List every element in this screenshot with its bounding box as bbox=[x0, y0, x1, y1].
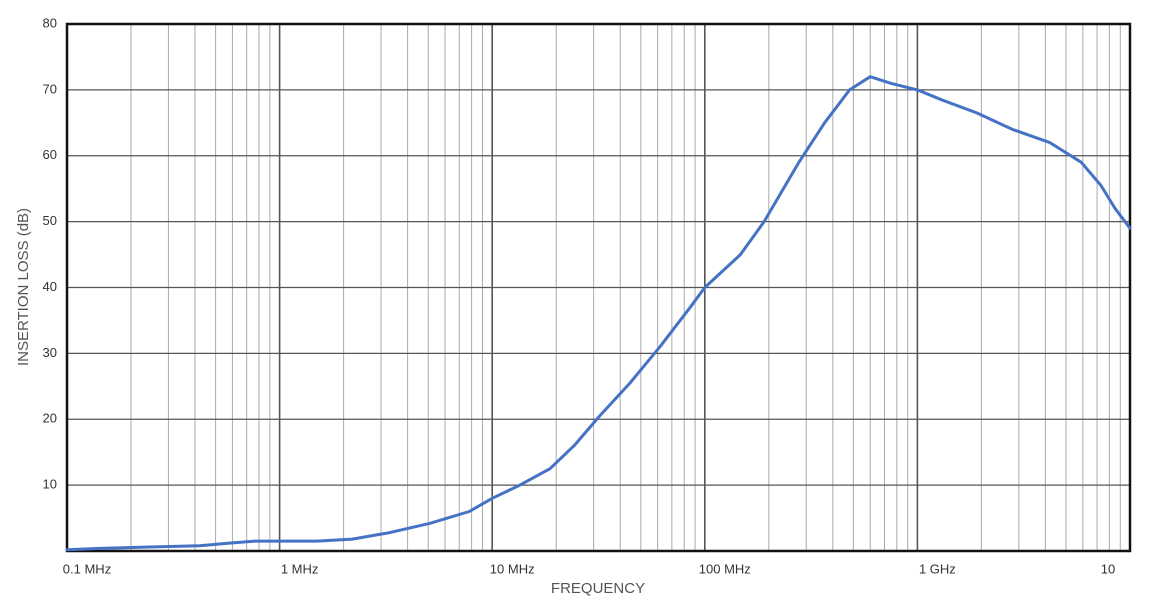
x-tick-label: 0.1 MHz bbox=[63, 561, 111, 576]
x-tick-label: 10 MHz bbox=[490, 561, 535, 576]
y-axis-title: INSERTION LOSS (dB) bbox=[15, 208, 32, 366]
y-tick-label: 20 bbox=[43, 411, 57, 426]
y-tick-label: 30 bbox=[43, 345, 57, 360]
x-tick-label: 10 bbox=[1101, 561, 1115, 576]
x-axis-title: FREQUENCY bbox=[551, 580, 645, 597]
x-tick-label: 100 MHz bbox=[699, 561, 751, 576]
x-tick-label: 1 MHz bbox=[281, 561, 319, 576]
x-tick-label: 1 GHz bbox=[919, 561, 956, 576]
y-tick-label: 60 bbox=[43, 147, 57, 162]
y-tick-label: 80 bbox=[43, 15, 57, 30]
y-tick-label: 70 bbox=[43, 81, 57, 96]
y-tick-label: 40 bbox=[43, 279, 57, 294]
y-tick-label: 50 bbox=[43, 213, 57, 228]
data-line bbox=[65, 75, 1132, 552]
y-tick-label: 10 bbox=[43, 477, 57, 492]
plot-border bbox=[65, 22, 1132, 553]
